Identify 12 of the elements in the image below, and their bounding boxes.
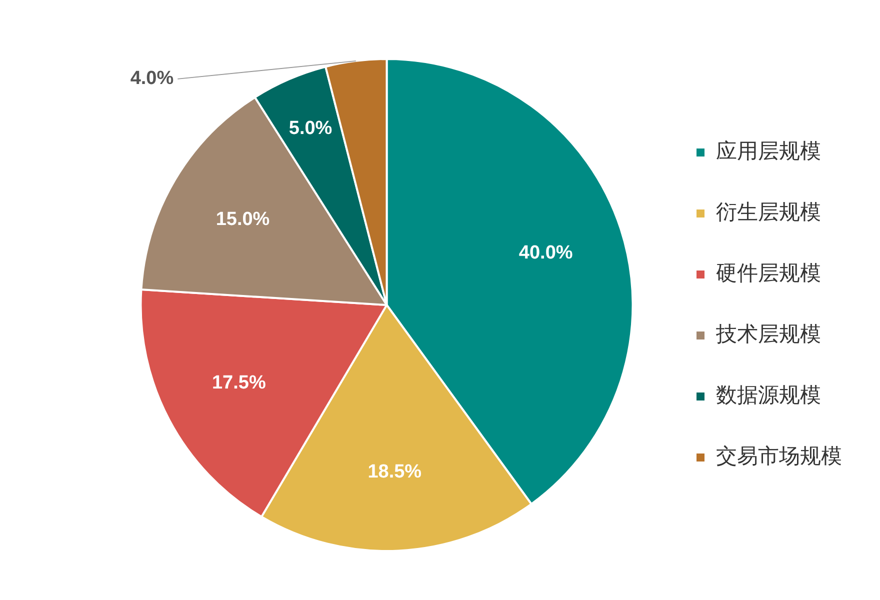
legend-label: 技术层规模 <box>715 322 821 346</box>
legend-label: 应用层规模 <box>716 138 821 163</box>
data-label: 5.0% <box>288 118 332 140</box>
legend-label: 硬件层规模 <box>716 260 821 285</box>
legend-label: 衍生层规模 <box>716 200 821 224</box>
data-label: 17.5% <box>212 372 266 394</box>
data-label: 4.0% <box>130 68 174 90</box>
data-label: 40.0% <box>518 242 573 264</box>
legend-label: 交易市场规模 <box>716 444 842 468</box>
data-label: 18.5% <box>368 461 422 482</box>
data-label: 15.0% <box>216 209 270 230</box>
legend-label: 数据源规模 <box>716 382 821 407</box>
